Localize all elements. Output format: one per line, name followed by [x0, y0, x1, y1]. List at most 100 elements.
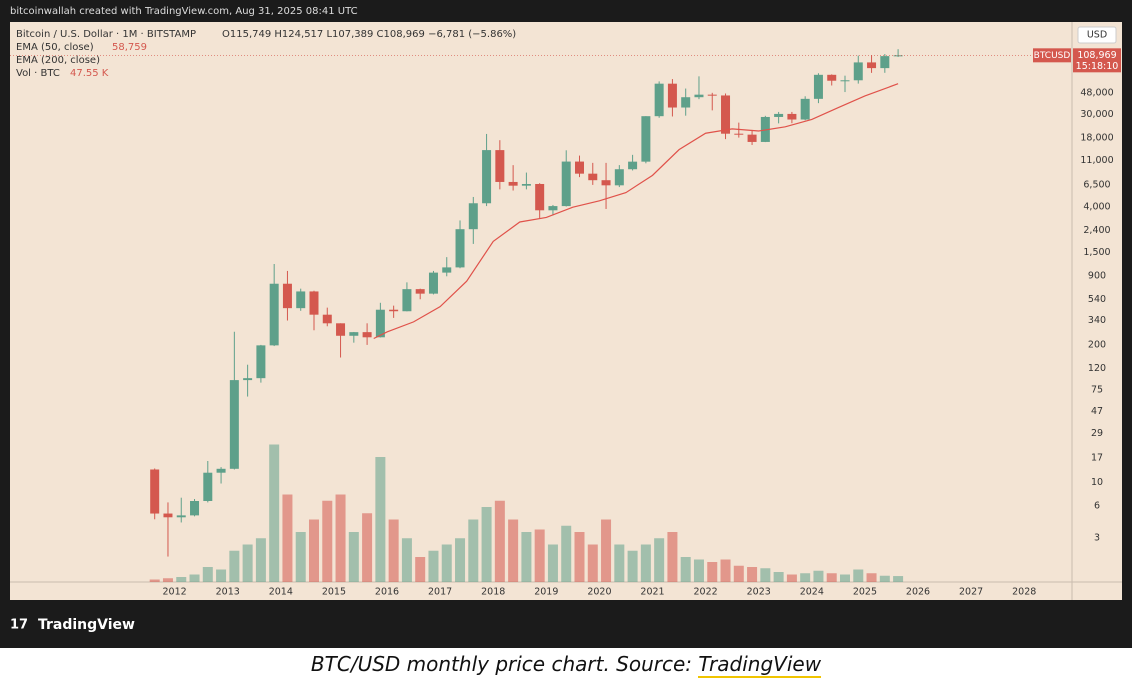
legend-ema50: EMA (50, close)	[16, 42, 94, 53]
candle-body	[853, 62, 863, 81]
caption-link[interactable]: TradingView	[698, 652, 822, 678]
x-tick-label: 2025	[853, 587, 877, 598]
volume-bar	[216, 569, 227, 582]
currency-box	[1077, 26, 1117, 44]
y-tick-label: 30,000	[1080, 109, 1113, 120]
ema-line	[373, 83, 899, 340]
candle-body	[309, 291, 319, 315]
candle-body	[349, 332, 359, 336]
x-tick-label: 2013	[216, 587, 240, 598]
candle-body	[747, 134, 757, 142]
y-tick-label: 17	[1091, 453, 1103, 464]
volume-bar	[229, 550, 240, 582]
volume-bar	[362, 513, 373, 582]
candle-body	[269, 283, 279, 346]
candle-body	[641, 116, 651, 162]
price-badge-symbol-bg	[1033, 48, 1071, 63]
volume-bar	[494, 500, 505, 582]
legend-symbol: Bitcoin / U.S. Dollar · 1M · BITSTAMP	[16, 29, 196, 40]
candle-body	[508, 181, 518, 186]
candle-body	[216, 468, 226, 473]
volume-bar	[853, 569, 864, 582]
candle-body	[667, 83, 677, 108]
volume-bar	[401, 538, 412, 582]
candle-body	[707, 94, 717, 96]
volume-bar	[839, 574, 850, 582]
caption-text: BTC/USD monthly price chart. Source:	[310, 652, 699, 676]
candle-body	[800, 98, 810, 120]
volume-bar	[866, 573, 877, 582]
volume-bar	[707, 562, 718, 582]
volume-bar	[800, 573, 811, 582]
volume-bar	[826, 573, 837, 582]
candle-body	[535, 183, 545, 211]
x-tick-label: 2016	[375, 587, 399, 598]
caption: BTC/USD monthly price chart. Source: Tra…	[0, 648, 1132, 680]
volume-bar	[667, 532, 678, 582]
currency: USD	[1087, 30, 1107, 41]
legend-vol: Vol · BTC	[16, 68, 60, 79]
legend-ema50-value: 58,759	[112, 42, 147, 53]
volume-bar	[587, 544, 598, 582]
candle-body	[282, 283, 292, 309]
candle-body	[495, 150, 505, 182]
volume-bar	[255, 538, 266, 582]
x-tick-label: 2012	[163, 587, 187, 598]
y-tick-label: 18,000	[1080, 133, 1113, 144]
x-tick-label: 2028	[1012, 587, 1036, 598]
volume-bar	[720, 559, 731, 582]
candle-body	[296, 291, 306, 309]
x-tick-label: 2019	[534, 587, 558, 598]
volume-bar	[282, 494, 293, 582]
y-tick-label: 29	[1091, 428, 1103, 439]
candle-body	[336, 323, 346, 336]
price-badge-countdown: 15:18:10	[1076, 61, 1119, 72]
candle-body	[681, 97, 691, 108]
volume-bar	[574, 532, 585, 582]
candle-body	[734, 133, 744, 135]
volume-bar	[508, 519, 519, 582]
candle-body	[243, 378, 253, 381]
candle-body	[867, 62, 877, 69]
candle-body	[482, 150, 492, 204]
candle-body	[375, 309, 385, 338]
candle-body	[521, 183, 531, 186]
x-tick-label: 2018	[481, 587, 505, 598]
volume-bar	[693, 559, 704, 582]
candle-body	[362, 332, 372, 338]
volume-bar	[176, 577, 187, 582]
volume-bar	[786, 574, 797, 582]
footer-brand: TradingView	[38, 617, 135, 633]
candle-body	[601, 180, 611, 186]
legend-vol-value: 47.55 K	[70, 68, 109, 79]
x-tick-label: 2022	[694, 587, 718, 598]
x-tick-label: 2024	[800, 587, 824, 598]
volume-bar	[295, 532, 306, 582]
price-badge-bg	[1073, 48, 1121, 73]
x-tick-label: 2014	[269, 587, 293, 598]
volume-bar	[813, 570, 824, 582]
candle-body	[548, 206, 558, 211]
candle-body	[787, 113, 797, 120]
candle-body	[628, 161, 638, 170]
y-tick-label: 75	[1091, 384, 1103, 395]
volume-bar	[455, 538, 466, 582]
candle-body	[468, 203, 478, 230]
candle-body	[827, 74, 837, 81]
y-tick-label: 540	[1088, 294, 1106, 305]
header: bitcoinwallah created with TradingView.c…	[10, 6, 358, 17]
volume-bar	[388, 519, 399, 582]
y-tick-label: 3	[1094, 532, 1100, 543]
volume-bar	[879, 575, 890, 582]
x-tick-label: 2021	[640, 587, 664, 598]
x-tick-label: 2020	[587, 587, 611, 598]
volume-bar	[601, 519, 612, 582]
candle-body	[721, 95, 731, 134]
y-tick-label: 2,400	[1083, 225, 1110, 236]
volume-bar	[468, 519, 479, 582]
candle-body	[322, 314, 332, 324]
candle-body	[389, 309, 399, 312]
candle-body	[442, 267, 452, 273]
volume-bar	[747, 567, 758, 582]
y-tick-label: 47	[1091, 406, 1103, 417]
